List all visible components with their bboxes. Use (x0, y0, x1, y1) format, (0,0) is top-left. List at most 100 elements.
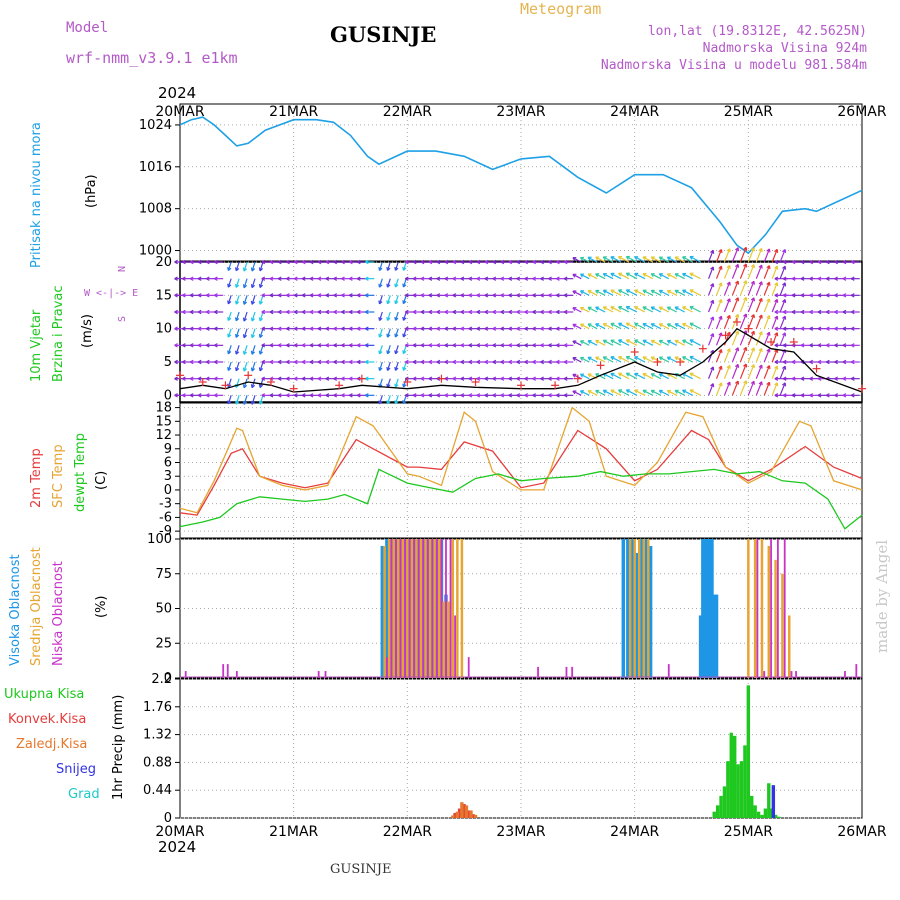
wind-arrow-head (800, 378, 805, 381)
wind-arrow-head (602, 290, 606, 294)
wind-arrow-head (850, 378, 855, 381)
y-tick-label: 0.88 (143, 755, 172, 770)
wind-arrow-head (182, 311, 186, 315)
wind-arrow-head (428, 361, 433, 365)
wind-arrow-head (516, 394, 521, 398)
wind-arrow (731, 264, 739, 279)
wind-arrow (682, 323, 693, 330)
wind-arrow-head (572, 340, 576, 345)
wind-arrow-head (420, 261, 425, 265)
wind-arrow-head (500, 361, 505, 365)
precip-conv-bar (467, 810, 471, 818)
wind-arrow-head (436, 294, 441, 298)
wind-arrow (779, 249, 786, 263)
wind-arrow-head (261, 378, 266, 381)
wind-arrow-head (214, 394, 218, 398)
cloud-mid-bar (415, 539, 418, 678)
wind-arrow-head (587, 357, 591, 361)
wind-arrow-head (817, 378, 822, 381)
wind-arrow-head (259, 351, 264, 355)
tick-labels: 20MAR 20MAR 21MAR 21MAR 22MAR 22MAR 23MAR 23MAR… (139, 104, 887, 840)
wind-arrow-head (625, 356, 629, 360)
wind-arrow-head (205, 378, 210, 381)
wind-arrow-head (387, 401, 391, 405)
x-tick-label-top: 25MAR (724, 104, 773, 120)
wind-arrow-head (227, 267, 232, 271)
wind-arrow-head (214, 361, 218, 365)
lonlat-text: lon,lat (19.8312E, 42.5625N) (647, 24, 867, 39)
wind-arrow (779, 315, 786, 329)
y-tick-label: -6 (159, 510, 172, 525)
wind-arrow (394, 311, 399, 321)
wind-arrow (650, 289, 662, 296)
wind-arrow-head (364, 328, 369, 331)
precip-frozen-bar (464, 805, 469, 818)
wind-arrow-head (293, 394, 298, 398)
wind-arrow-head (301, 294, 306, 298)
cloud-high-bar (385, 539, 389, 678)
cloud-low-bar (395, 539, 397, 678)
wind-arrow (595, 306, 606, 313)
wind-arrow (763, 332, 770, 346)
wind-arrow-head (750, 380, 755, 384)
wind-arrow-head (800, 261, 805, 265)
wind-arrow-head (243, 301, 248, 305)
wind-arrow (642, 389, 654, 396)
wind-arrow-head (734, 347, 739, 351)
precip-total-bar (736, 764, 740, 818)
wind-arrow-head (850, 278, 855, 281)
wind-arrow (659, 273, 670, 280)
wind-arrow (755, 298, 763, 313)
precip-total-bar (719, 795, 723, 818)
wind-arrow-head (516, 328, 521, 331)
wind-arrow (251, 395, 256, 405)
wind-arrow (659, 323, 670, 330)
wind-arrow-head (800, 294, 805, 298)
wind-arrow-head (500, 294, 505, 298)
wind-arrow-head (766, 281, 770, 285)
wind-arrow-head (516, 378, 521, 381)
wind-arrow-head (403, 400, 407, 405)
wind-arrow-head (341, 361, 345, 365)
wind-arrow-head (563, 278, 568, 281)
wind-arrow-head (782, 278, 787, 281)
wind-arrow-head (524, 294, 529, 298)
wind-arrow (779, 265, 786, 279)
wind-arrow-head (333, 344, 338, 348)
wind-arrow-head (182, 278, 186, 281)
wind-arrow (251, 361, 256, 372)
wind-arrow-head (500, 378, 505, 381)
wind-arrow-head (563, 344, 568, 348)
wind-arrow (755, 281, 763, 296)
wind-arrow-head (817, 394, 822, 398)
x-tick-label-bottom: 21MAR (269, 824, 318, 840)
cloud-low-bar (422, 539, 425, 678)
wind-arrow (386, 295, 391, 305)
wind-arrow (674, 273, 685, 280)
altitude-text: Nadmorska Visina 924m (702, 41, 867, 56)
wind-arrow-head (492, 328, 497, 331)
cloud-high-bar (626, 539, 630, 678)
wind-arrow-head (850, 294, 855, 298)
wind-arrow-head (484, 361, 489, 365)
wind-arrow-head (766, 248, 770, 252)
wind-arrow-head (850, 361, 855, 365)
wind-arrow (595, 289, 606, 296)
wind-arrow-head (277, 328, 282, 331)
wind-arrow-head (356, 311, 361, 315)
wind-arrow-head (548, 378, 552, 381)
precip-conv-bar (462, 804, 466, 818)
wind-arrow (747, 330, 755, 346)
cloud-high-bar (705, 539, 710, 678)
wind-arrow (572, 290, 582, 296)
wind-arrow (251, 261, 256, 272)
wind-arrow-head (826, 328, 830, 331)
wind-arrow-head (403, 384, 407, 388)
wind-arrow-head (404, 294, 409, 298)
wind-arrow-head (460, 361, 465, 365)
wind-arrow (378, 361, 383, 371)
wind-arrow-head (420, 278, 425, 281)
wind-arrow (689, 289, 701, 296)
wind-arrow (572, 307, 582, 313)
wind-arrow-head (791, 378, 796, 381)
